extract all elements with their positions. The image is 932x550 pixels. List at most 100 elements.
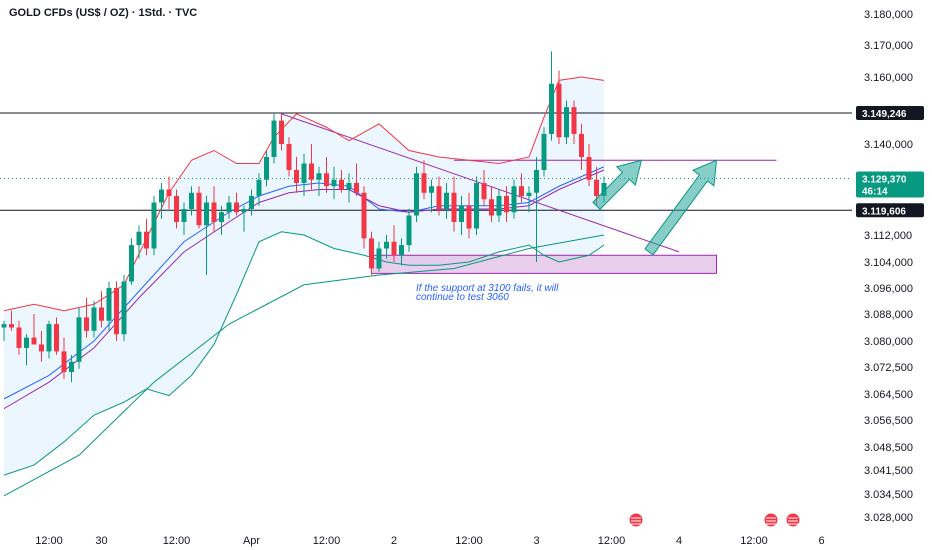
candle-body <box>136 231 142 246</box>
candle <box>421 160 427 200</box>
candle <box>324 157 329 193</box>
candle-body <box>459 205 464 222</box>
candle-body <box>556 83 562 138</box>
candle-body <box>159 189 164 203</box>
y-axis[interactable]: 3.180,000 3.170,000 3.160,000 3.140,000 3.11… <box>856 9 924 524</box>
plot-area[interactable]: If the support at 3100 fails, it willcon… <box>0 51 852 497</box>
candle-body <box>181 209 187 222</box>
candle-body <box>249 196 254 209</box>
candle-body <box>421 173 427 193</box>
x-tick-label: 6 <box>818 535 824 547</box>
candle <box>219 205 224 235</box>
candle <box>451 176 457 232</box>
candle <box>226 196 232 219</box>
candle <box>114 281 119 341</box>
candle-body <box>436 186 442 209</box>
candle-body <box>571 107 577 134</box>
level-badge-1-label: 3.119,606 <box>862 206 906 217</box>
us-flag-event-icon <box>628 512 644 528</box>
candle-body <box>414 173 419 216</box>
candle <box>286 137 292 177</box>
ma-long-line <box>3 234 605 497</box>
candle-body <box>361 192 367 239</box>
candle-body <box>294 170 299 183</box>
x-tick-label: 4 <box>676 535 682 547</box>
candle <box>249 189 254 216</box>
x-tick-label: 3 <box>533 535 539 547</box>
us-flag-event-icon <box>785 512 801 528</box>
candle-body <box>189 192 194 209</box>
candle <box>534 157 539 262</box>
candle-body <box>549 83 554 134</box>
candle <box>196 186 202 229</box>
candle-body <box>121 281 127 335</box>
candle <box>391 225 397 262</box>
event-icon-circle <box>628 512 644 528</box>
candle-body <box>504 196 509 213</box>
candle <box>99 291 104 328</box>
x-tick-label: 12:00 <box>313 535 341 547</box>
note-text-line2: continue to test 3060 <box>416 292 509 303</box>
y-tick-label: 3.048,500 <box>864 442 913 454</box>
candle-body <box>264 157 269 180</box>
candle <box>571 100 577 144</box>
x-axis[interactable]: 12:00 30 12:00 Apr 12:00 2 12:00 3 12:00 4 12:00 6 <box>35 512 825 547</box>
event-icon-circle <box>763 512 779 528</box>
candle-body <box>211 202 217 222</box>
candle-body <box>69 361 74 373</box>
candle <box>1 320 7 341</box>
y-tick-label: 3.180,000 <box>864 9 913 21</box>
candle-body <box>511 186 517 213</box>
y-tick-label: 3.170,000 <box>864 40 913 52</box>
candle-body <box>339 179 344 190</box>
level-badge-0-label: 3.149,246 <box>862 109 907 120</box>
x-tick-label: 12:00 <box>35 535 63 547</box>
candle <box>541 127 547 177</box>
candle <box>129 238 134 285</box>
candle <box>496 189 502 222</box>
candle <box>204 196 209 275</box>
y-tick-label: 3.160,000 <box>864 72 913 84</box>
candle <box>189 186 194 216</box>
candle <box>301 153 307 196</box>
candle-body <box>316 173 322 180</box>
candle-body <box>369 238 374 269</box>
y-tick-label: 3.034,500 <box>864 489 913 501</box>
candle-body <box>144 231 149 249</box>
candle <box>481 170 487 206</box>
candle <box>504 186 509 222</box>
candle <box>279 113 284 151</box>
candle <box>526 186 532 213</box>
candle <box>579 123 584 170</box>
projection-arrow-1 <box>592 159 643 210</box>
candle-body <box>354 183 359 193</box>
current-price-label: 3.129,370 <box>862 175 907 186</box>
candle <box>181 202 187 235</box>
candle-body <box>1 324 7 328</box>
candle <box>159 183 164 219</box>
candle-body <box>271 120 277 157</box>
candle-body <box>534 170 539 193</box>
candle-body <box>301 163 307 183</box>
candle-body <box>541 133 547 170</box>
us-flag-event-icon <box>763 512 779 528</box>
bb-lower-line <box>3 231 605 476</box>
candle <box>346 173 352 203</box>
note-text: If the support at 3100 fails, it will <box>416 283 559 294</box>
candle <box>76 307 82 369</box>
candle <box>406 209 412 252</box>
candle <box>436 176 442 216</box>
candle <box>331 166 337 200</box>
candle <box>309 144 314 190</box>
y-tick-label: 3.080,000 <box>864 336 913 348</box>
support-zone <box>371 254 717 274</box>
candle-body <box>451 192 457 222</box>
candle-body <box>489 199 494 216</box>
candle-body <box>204 202 209 226</box>
candle <box>61 337 67 379</box>
candle <box>376 241 382 272</box>
candle-body <box>286 144 292 170</box>
candle-body <box>61 351 67 373</box>
candle-body <box>39 344 44 352</box>
